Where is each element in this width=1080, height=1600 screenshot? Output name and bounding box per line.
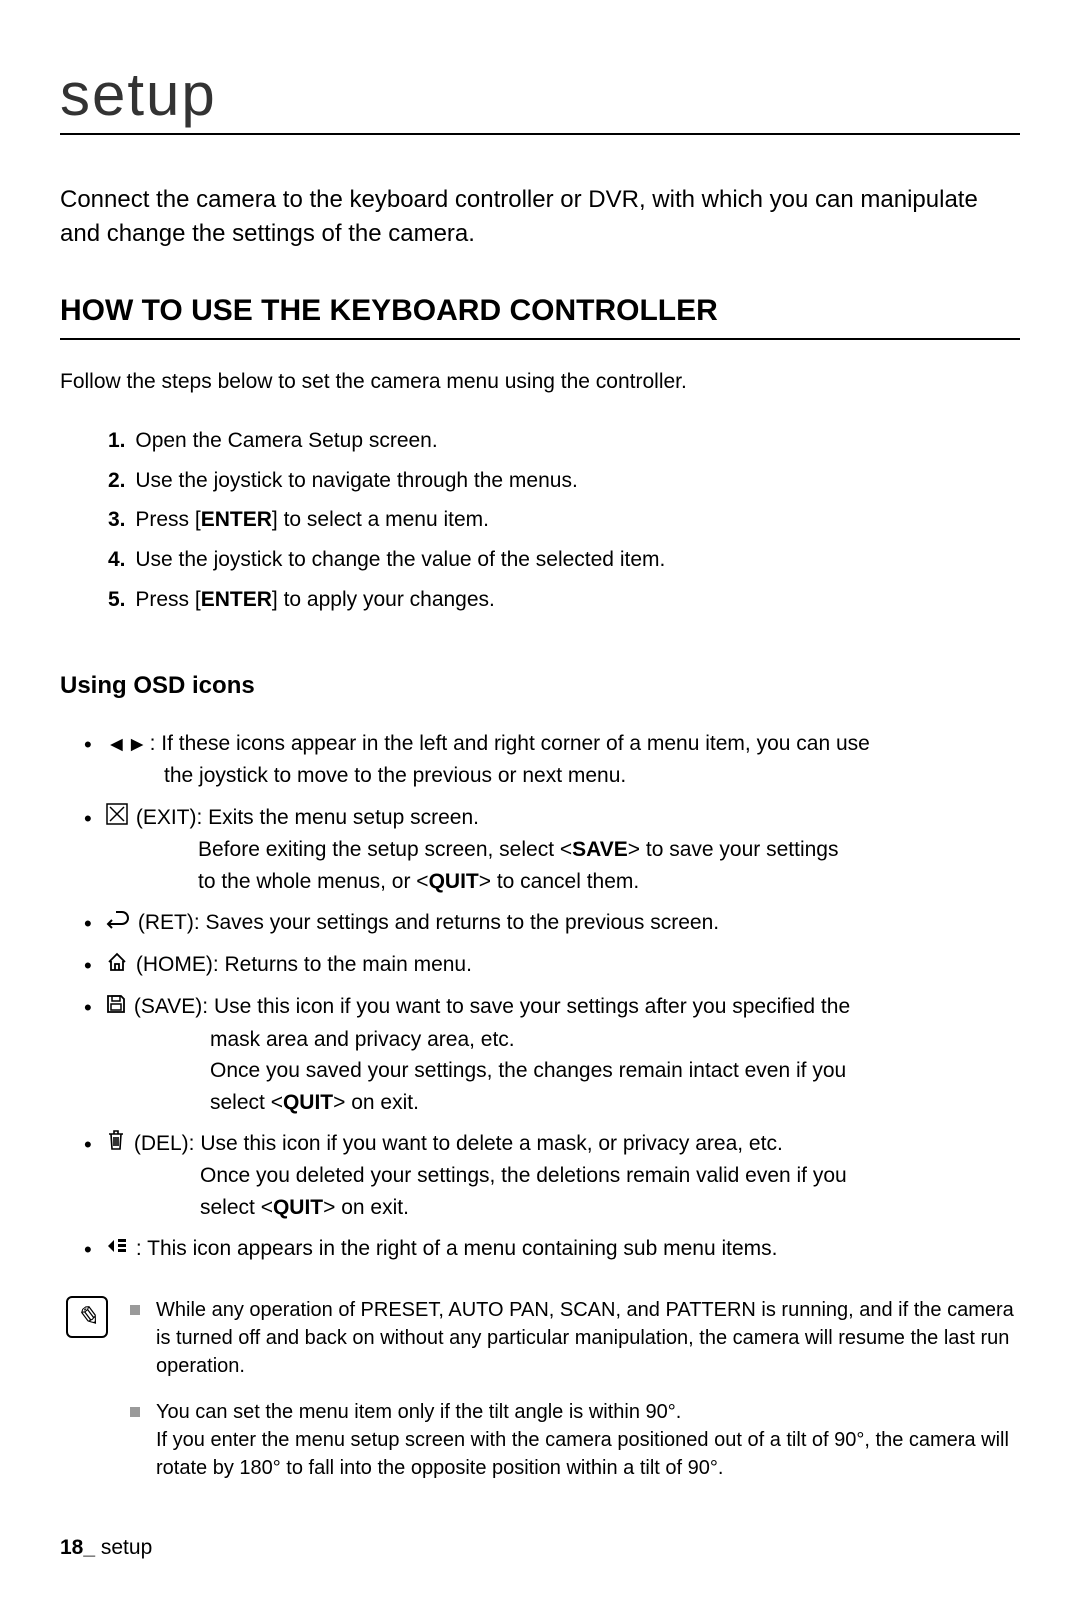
submenu-icon — [106, 1234, 128, 1266]
osd-text: to the whole menus, or < — [198, 870, 429, 893]
osd-text: mask area and privacy area, etc. — [106, 1024, 1020, 1056]
step-keyword: ENTER — [201, 588, 272, 611]
osd-list: ◄►: If these icons appear in the left an… — [60, 728, 1020, 1265]
osd-item-del: (DEL): Use this icon if you want to dele… — [106, 1128, 1020, 1223]
intro-text: Connect the camera to the keyboard contr… — [60, 183, 1020, 250]
step-text: Press [ — [135, 588, 200, 611]
subsection-heading: Using OSD icons — [60, 672, 1020, 700]
osd-text: select < — [210, 1091, 283, 1114]
osd-keyword: QUIT — [273, 1196, 323, 1219]
exit-icon — [106, 803, 128, 835]
osd-text: select <QUIT> on exit. — [106, 1192, 1020, 1224]
osd-text: > to cancel them. — [479, 870, 640, 893]
home-icon — [106, 950, 128, 982]
step-text: Use the joystick to change the value of … — [135, 548, 665, 571]
step-num: 4. — [108, 548, 126, 571]
del-icon — [106, 1129, 126, 1161]
osd-text: > to save your settings — [628, 838, 839, 861]
step-text: Open the Camera Setup screen. — [135, 429, 437, 452]
osd-item-submenu: : This icon appears in the right of a me… — [106, 1233, 1020, 1265]
note-block: ✎ While any operation of PRESET, AUTO PA… — [60, 1296, 1020, 1500]
osd-text: > on exit. — [333, 1091, 419, 1114]
osd-text: Before exiting the setup screen, select … — [198, 838, 572, 861]
lead-text: Follow the steps below to set the camera… — [60, 370, 1020, 394]
osd-text: Once you saved your settings, the change… — [106, 1055, 1020, 1087]
page-footer: 18_ setup — [60, 1536, 1020, 1560]
osd-keyword: QUIT — [283, 1091, 333, 1114]
osd-text: (EXIT): Exits the menu setup screen. — [130, 806, 479, 829]
osd-keyword: SAVE — [572, 838, 628, 861]
step-text: ] to select a menu item. — [272, 508, 489, 531]
osd-text: select <QUIT> on exit. — [106, 1087, 1020, 1119]
osd-text: the joystick to move to the previous or … — [106, 760, 1020, 792]
step-item: 1. Open the Camera Setup screen. — [108, 424, 1020, 458]
osd-text: (HOME): Returns to the main menu. — [130, 953, 472, 976]
osd-text: to the whole menus, or <QUIT> to cancel … — [106, 866, 1020, 898]
osd-keyword: QUIT — [429, 870, 479, 893]
osd-text: Once you deleted your settings, the dele… — [106, 1160, 1020, 1192]
osd-item-exit: (EXIT): Exits the menu setup screen. Bef… — [106, 802, 1020, 897]
note-item: While any operation of PRESET, AUTO PAN,… — [130, 1296, 1020, 1380]
step-keyword: ENTER — [201, 508, 272, 531]
note-list: While any operation of PRESET, AUTO PAN,… — [130, 1296, 1020, 1500]
ret-icon — [106, 908, 130, 940]
step-item: 4. Use the joystick to change the value … — [108, 543, 1020, 577]
step-item: 2. Use the joystick to navigate through … — [108, 464, 1020, 498]
step-item: 3. Press [ENTER] to select a menu item. — [108, 503, 1020, 537]
step-text: Use the joystick to navigate through the… — [135, 469, 577, 492]
step-text: Press [ — [135, 508, 200, 531]
page-number: 18_ — [60, 1536, 95, 1559]
osd-text: (RET): Saves your settings and returns t… — [132, 911, 719, 934]
osd-text: : If these icons appear in the left and … — [150, 732, 870, 755]
steps-list: 1. Open the Camera Setup screen. 2. Use … — [60, 424, 1020, 616]
osd-item-arrows: ◄►: If these icons appear in the left an… — [106, 728, 1020, 792]
osd-item-ret: (RET): Saves your settings and returns t… — [106, 907, 1020, 939]
osd-text: (DEL): Use this icon if you want to dele… — [128, 1132, 783, 1155]
osd-item-home: (HOME): Returns to the main menu. — [106, 949, 1020, 981]
step-num: 3. — [108, 508, 126, 531]
section-heading: HOW TO USE THE KEYBOARD CONTROLLER — [60, 294, 1020, 340]
step-item: 5. Press [ENTER] to apply your changes. — [108, 583, 1020, 617]
step-num: 2. — [108, 469, 126, 492]
osd-text: > on exit. — [323, 1196, 409, 1219]
step-num: 5. — [108, 588, 126, 611]
osd-text: Before exiting the setup screen, select … — [106, 834, 1020, 866]
note-icon: ✎ — [66, 1296, 108, 1338]
save-icon — [106, 992, 126, 1024]
osd-text: select < — [200, 1196, 273, 1219]
step-num: 1. — [108, 429, 126, 452]
osd-text: (SAVE): Use this icon if you want to sav… — [128, 995, 850, 1018]
osd-text: : This icon appears in the right of a me… — [130, 1237, 777, 1260]
footer-label: setup — [95, 1536, 152, 1559]
page-title: setup — [60, 60, 1020, 135]
note-item: You can set the menu item only if the ti… — [130, 1398, 1020, 1482]
arrows-icon: ◄► — [106, 729, 148, 761]
osd-item-save: (SAVE): Use this icon if you want to sav… — [106, 991, 1020, 1118]
step-text: ] to apply your changes. — [272, 588, 495, 611]
